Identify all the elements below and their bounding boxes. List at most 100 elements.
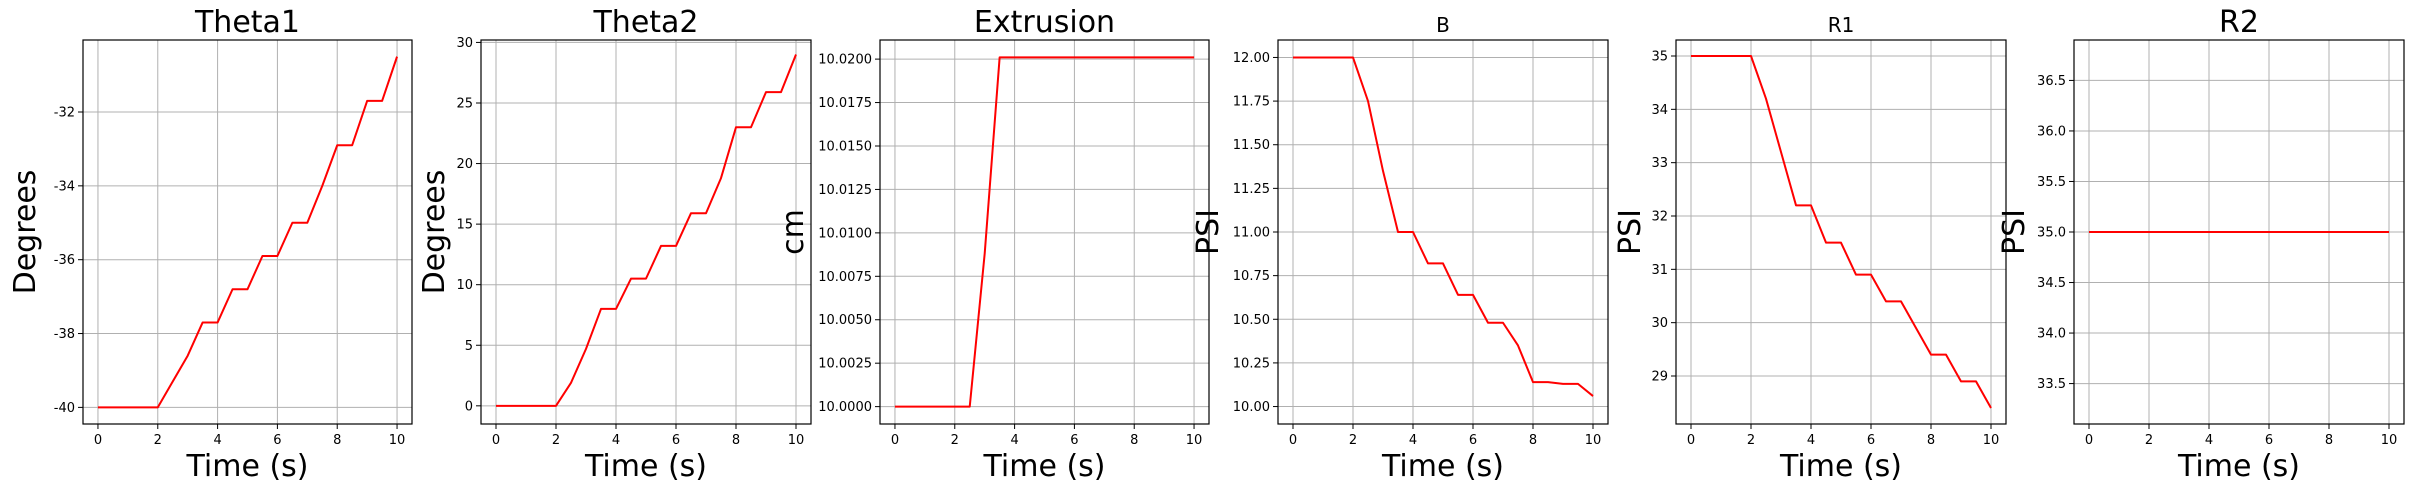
y-tick-label: -32 bbox=[54, 106, 75, 121]
subplot-title: B bbox=[1436, 13, 1450, 37]
y-tick-label: 0 bbox=[465, 399, 473, 414]
y-tick-label: 11.00 bbox=[1233, 226, 1270, 241]
axes-frame bbox=[480, 39, 812, 425]
y-axis-label: cm bbox=[776, 209, 811, 255]
x-axis-label: Time (s) bbox=[983, 449, 1106, 484]
x-tick-label: 2 bbox=[2145, 433, 2153, 448]
axes-frame bbox=[1675, 39, 2007, 425]
x-tick-label: 2 bbox=[1349, 433, 1357, 448]
y-tick-label: 5 bbox=[465, 339, 473, 354]
y-tick-label: 34.5 bbox=[2037, 276, 2066, 291]
y-tick-label: 10.0200 bbox=[818, 53, 872, 68]
x-tick-label: 10 bbox=[2381, 433, 2398, 448]
y-tick-label: 15 bbox=[456, 218, 473, 233]
y-tick-label: 10.0025 bbox=[818, 357, 872, 372]
y-tick-label: -40 bbox=[54, 401, 75, 416]
y-tick-label: 10.0075 bbox=[818, 270, 872, 285]
subplot-5: 0 2 4 6 8 10 29 30 31 32 33 34 35 R1 Time (s) PSI bbox=[1613, 13, 2007, 484]
x-tick-label: 2 bbox=[552, 433, 560, 448]
x-axis-label: Time (s) bbox=[186, 449, 309, 484]
x-tick-label: 2 bbox=[154, 433, 162, 448]
subplot-title: Theta2 bbox=[592, 5, 698, 40]
x-tick-label: 8 bbox=[1130, 433, 1138, 448]
x-tick-label: 8 bbox=[1927, 433, 1935, 448]
y-tick-label: 10.0000 bbox=[818, 400, 872, 415]
subplot-4: 0 2 4 6 8 10 10.00 10.25 10.50 10.75 11.00 11.25 11.… bbox=[1191, 13, 1609, 484]
subplot-title: R2 bbox=[2219, 5, 2259, 40]
x-axis-label: Time (s) bbox=[2177, 449, 2300, 484]
x-axis-label: Time (s) bbox=[1381, 449, 1504, 484]
x-tick-label: 8 bbox=[333, 433, 341, 448]
subplot-title: Extrusion bbox=[974, 5, 1115, 40]
y-tick-label: 10.0175 bbox=[818, 96, 872, 111]
y-axis-label: Degrees bbox=[417, 170, 452, 295]
x-tick-label: 10 bbox=[1983, 433, 2000, 448]
y-tick-label: 34 bbox=[1651, 103, 1668, 118]
x-tick-label: 6 bbox=[672, 433, 680, 448]
x-tick-label: 10 bbox=[1186, 433, 1203, 448]
y-tick-label: 10.75 bbox=[1233, 269, 1270, 284]
series-line bbox=[1293, 56, 1594, 397]
x-tick-label: 0 bbox=[1687, 433, 1695, 448]
y-axis-label: Degrees bbox=[8, 170, 43, 295]
y-tick-label: 35 bbox=[1651, 50, 1668, 65]
x-tick-label: 8 bbox=[732, 433, 740, 448]
y-tick-label: 10.00 bbox=[1233, 400, 1270, 415]
x-tick-label: 2 bbox=[1747, 433, 1755, 448]
x-tick-label: 4 bbox=[2205, 433, 2213, 448]
x-tick-label: 10 bbox=[1585, 433, 1602, 448]
x-tick-label: 0 bbox=[1289, 433, 1297, 448]
y-tick-label: 10.25 bbox=[1233, 356, 1270, 371]
y-tick-label: 35.0 bbox=[2037, 226, 2066, 241]
y-tick-label: -34 bbox=[54, 179, 75, 194]
y-tick-label: -36 bbox=[54, 253, 75, 268]
axes-frame bbox=[82, 39, 413, 425]
x-tick-label: 0 bbox=[94, 433, 102, 448]
series-line bbox=[1691, 55, 1992, 409]
y-tick-label: 11.50 bbox=[1233, 138, 1270, 153]
y-tick-label: 10.50 bbox=[1233, 313, 1270, 328]
x-tick-label: 4 bbox=[213, 433, 221, 448]
y-tick-label: 33 bbox=[1651, 156, 1668, 171]
y-axis-label: PSI bbox=[1613, 209, 1648, 255]
y-tick-label: 11.75 bbox=[1233, 95, 1270, 110]
y-tick-label: 31 bbox=[1651, 263, 1668, 278]
x-tick-label: 8 bbox=[2325, 433, 2333, 448]
y-tick-label: 29 bbox=[1651, 370, 1668, 385]
subplot-2: 0 2 4 6 8 10 0 5 10 15 20 25 30 Theta2 Time (s) Degrees bbox=[417, 5, 812, 484]
x-tick-label: 10 bbox=[788, 433, 805, 448]
x-tick-label: 6 bbox=[273, 433, 281, 448]
x-tick-label: 0 bbox=[492, 433, 500, 448]
x-tick-label: 4 bbox=[1010, 433, 1018, 448]
x-tick-label: 6 bbox=[2265, 433, 2273, 448]
y-tick-label: 25 bbox=[456, 96, 473, 111]
subplot-title: Theta1 bbox=[194, 5, 300, 40]
y-tick-label: 10.0050 bbox=[818, 313, 872, 328]
subplot-3: 0 2 4 6 8 10 10.0000 10.0025 10.0050 10.0075 10.01… bbox=[776, 5, 1210, 484]
y-tick-label: 35.5 bbox=[2037, 175, 2066, 190]
axes-frame bbox=[879, 39, 1210, 425]
x-tick-label: 4 bbox=[1409, 433, 1417, 448]
x-tick-label: 6 bbox=[1070, 433, 1078, 448]
x-tick-label: 6 bbox=[1867, 433, 1875, 448]
y-tick-label: 10.0125 bbox=[818, 183, 872, 198]
y-tick-label: 10.0100 bbox=[818, 226, 872, 241]
y-tick-label: 10 bbox=[456, 278, 473, 293]
series-line bbox=[894, 56, 1195, 408]
x-tick-label: 10 bbox=[389, 433, 406, 448]
y-tick-label: -38 bbox=[54, 327, 75, 342]
y-tick-label: 33.5 bbox=[2037, 377, 2066, 392]
subplot-6: 0 2 4 6 8 10 33.5 34.0 34.5 35.0 35.5 36.0 36.5 R2 Tim… bbox=[1997, 5, 2405, 484]
y-tick-label: 11.25 bbox=[1233, 182, 1270, 197]
y-tick-label: 12.00 bbox=[1233, 51, 1270, 66]
y-tick-label: 36.5 bbox=[2037, 74, 2066, 89]
y-axis-label: PSI bbox=[1191, 209, 1226, 255]
x-tick-label: 4 bbox=[612, 433, 620, 448]
subplot-1: 0 2 4 6 8 10 -40 -38 -36 -34 -32 Theta1 Time (s) Degr… bbox=[8, 5, 413, 484]
y-tick-label: 32 bbox=[1651, 210, 1668, 225]
x-tick-label: 6 bbox=[1469, 433, 1477, 448]
y-tick-label: 34.0 bbox=[2037, 327, 2066, 342]
subplot-title: R1 bbox=[1828, 13, 1855, 37]
y-tick-label: 10.0150 bbox=[818, 139, 872, 154]
